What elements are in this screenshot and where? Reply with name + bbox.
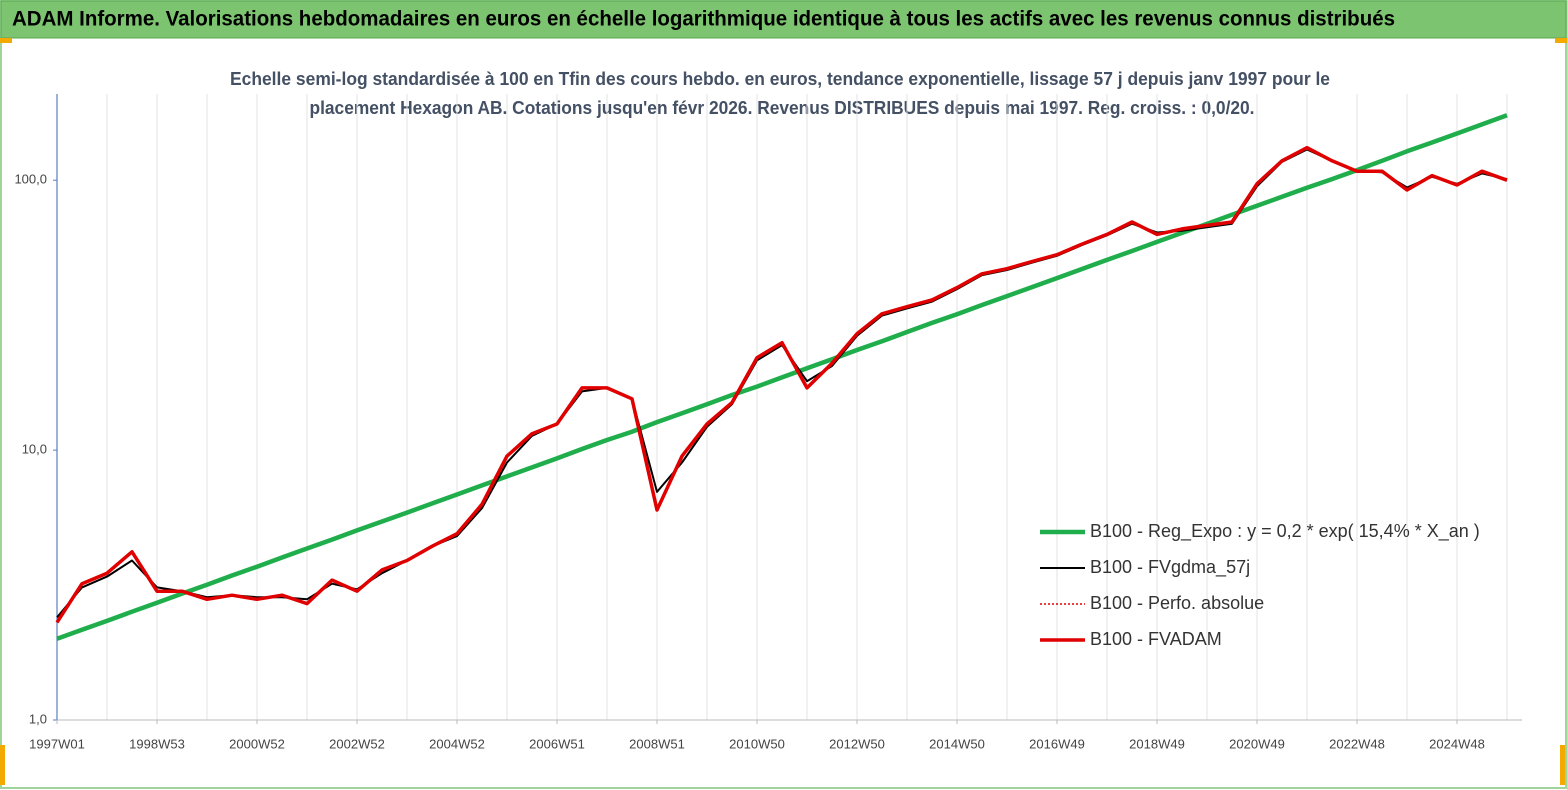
x-tick-label: 2018W49 [1129,736,1185,751]
x-tick-label: 2004W52 [429,736,485,751]
corner [0,38,12,43]
x-tick-label: 2024W48 [1429,736,1485,751]
x-tick-label: 2006W51 [529,736,585,751]
x-tick-label: 2002W52 [329,736,385,751]
x-tick-label: 2020W49 [1229,736,1285,751]
y-tick-label: 10,0 [22,442,47,457]
x-tick-label: 1998W53 [129,736,185,751]
chart-subtitle: Echelle semi-log standardisée à 100 en T… [230,69,1330,89]
y-tick-label: 100,0 [14,172,47,187]
x-tick-label: 2012W50 [829,736,885,751]
x-tick-label: 2008W51 [629,736,685,751]
series-line [56,113,1508,641]
y-tick-label: 1,0 [29,711,47,726]
corner [0,745,5,785]
chart-subtitle: placement Hexagon AB. Cotations jusqu'en… [310,98,1255,118]
legend-label: B100 - Perfo. absolue [1090,593,1264,613]
corner [1555,38,1567,43]
x-tick-label: 2000W52 [229,736,285,751]
legend-label: B100 - FVgdma_57j [1090,557,1250,578]
corner [1560,745,1565,785]
x-tick-label: 2014W50 [929,736,985,751]
x-tick-label: 2016W49 [1029,736,1085,751]
x-tick-label: 2022W48 [1329,736,1385,751]
x-tick-label: 1997W01 [29,736,85,751]
legend-label: B100 - Reg_Expo : y = 0,2 * exp( 15,4% *… [1090,521,1480,542]
header-bar [0,0,1567,39]
series-line [55,145,1508,624]
chart-title: ADAM Informe. Valorisations hebdomadaire… [12,8,1395,31]
legend-label: B100 - FVADAM [1090,629,1222,649]
x-tick-label: 2010W50 [729,736,785,751]
